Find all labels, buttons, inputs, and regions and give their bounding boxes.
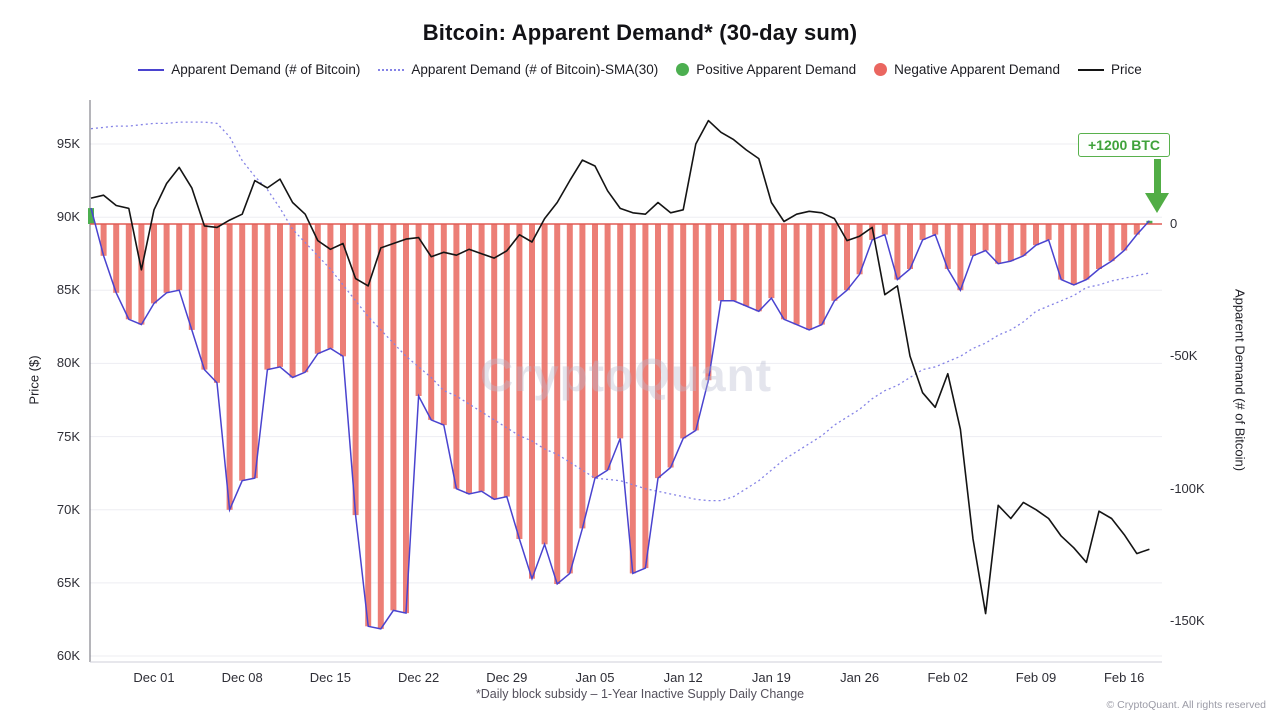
price-axis-tick: 85K — [56, 282, 80, 298]
price-axis-tick: 95K — [56, 136, 80, 152]
legend-label: Positive Apparent Demand — [696, 62, 857, 77]
legend-label: Price — [1110, 62, 1142, 77]
date-axis-tick: Dec 15 — [309, 670, 351, 685]
price-axis-tick: 75K — [56, 428, 80, 444]
legend-label: Apparent Demand (# of Bitcoin)-SMA(30) — [411, 62, 659, 77]
price-axis-tick: 65K — [56, 574, 80, 590]
legend: Apparent Demand (# of Bitcoin) Apparent D… — [0, 62, 1280, 77]
date-axis-tick: Dec 08 — [221, 670, 263, 685]
date-axis-tick: Feb 02 — [927, 670, 969, 685]
annotation-callout: +1200 BTC — [1078, 133, 1170, 157]
legend-item-1[interactable]: Apparent Demand (# of Bitcoin)-SMA(30) — [378, 62, 658, 77]
legend-line-icon — [138, 68, 165, 71]
right-axis-label: Apparent Demand (# of Bitcoin) — [1232, 288, 1248, 472]
chart-title: Bitcoin: Apparent Demand* (30-day sum) — [422, 20, 858, 45]
date-axis-tick: Dec 01 — [133, 670, 175, 685]
left-axis-label: Price ($) — [26, 355, 42, 405]
legend-label: Apparent Demand (# of Bitcoin) — [171, 62, 361, 77]
date-axis-tick: Dec 22 — [397, 670, 440, 685]
demand-axis-tick: 0 — [1170, 216, 1178, 231]
demand-axis-tick: -150K — [1170, 613, 1205, 628]
copyright: © CryptoQuant. All rights reserved — [1106, 699, 1266, 711]
date-axis-tick: Feb 16 — [1103, 670, 1145, 685]
legend-item-4[interactable]: Price — [1077, 62, 1142, 77]
footnote: *Daily block subsidy – 1-Year Inactive S… — [475, 687, 805, 701]
annotation-text: +1200 BTC — [1088, 137, 1160, 153]
legend-dot-icon — [874, 63, 888, 76]
legend-item-0[interactable]: Apparent Demand (# of Bitcoin) — [138, 62, 360, 77]
demand-bars — [88, 208, 1153, 629]
down-arrow-icon — [1145, 159, 1169, 213]
legend-dot-icon — [676, 63, 690, 76]
price-axis-tick: 60K — [56, 648, 80, 663]
legend-item-2[interactable]: Positive Apparent Demand — [676, 62, 856, 77]
watermark: CryptoQuant — [479, 349, 773, 401]
demand-line — [90, 207, 1150, 630]
price-axis-tick: 70K — [56, 501, 80, 517]
legend-line-icon — [378, 68, 405, 71]
sma-line — [90, 121, 1150, 502]
date-axis-tick: Jan 05 — [575, 670, 615, 685]
date-axis-tick: Jan 19 — [751, 670, 791, 685]
legend-label: Negative Apparent Demand — [894, 62, 1060, 77]
legend-item-3[interactable]: Negative Apparent Demand — [874, 62, 1060, 77]
demand-axis-tick: -100K — [1170, 480, 1205, 496]
date-axis-tick: Jan 12 — [663, 670, 703, 685]
legend-line-icon — [1077, 68, 1104, 71]
demand-axis-tick: -50K — [1170, 348, 1198, 364]
date-axis-tick: Feb 09 — [1015, 670, 1057, 685]
date-axis-tick: Jan 26 — [840, 670, 880, 685]
date-axis-tick: Dec 29 — [486, 670, 528, 685]
price-axis-tick: 90K — [56, 209, 80, 225]
